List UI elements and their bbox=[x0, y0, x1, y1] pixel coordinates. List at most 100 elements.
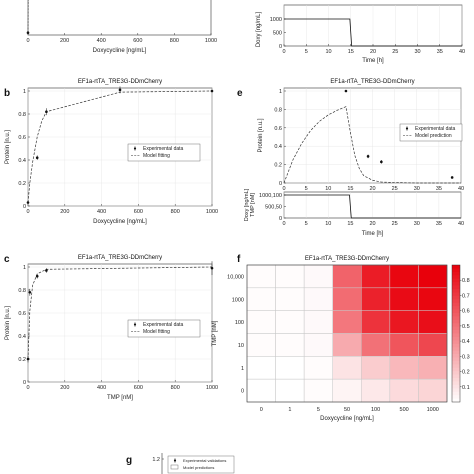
data-point bbox=[45, 269, 48, 272]
colorbar-segment bbox=[452, 319, 460, 324]
x-tick-label: 35 bbox=[437, 49, 443, 55]
legend-entry: Model fitting bbox=[143, 153, 170, 159]
x-tick-label: 0 bbox=[26, 38, 29, 44]
panel-label-b: b bbox=[4, 88, 10, 99]
x-tick-label: 35 bbox=[436, 221, 442, 227]
x-tick-label: 10 bbox=[325, 221, 331, 227]
x-tick-label: 20 bbox=[369, 221, 375, 227]
x-tick-label: 0 bbox=[260, 407, 263, 413]
colorbar-segment bbox=[452, 395, 460, 399]
x-tick-label: 25 bbox=[392, 186, 398, 192]
data-point bbox=[210, 266, 214, 270]
colorbar-segment bbox=[452, 378, 460, 382]
heatmap-cell bbox=[418, 356, 448, 380]
x-tick-label: 5 bbox=[305, 49, 308, 55]
heatmap-cell bbox=[246, 356, 276, 380]
heatmap-cell bbox=[303, 287, 333, 311]
x-tick-label: 1 bbox=[288, 407, 291, 413]
colorbar-segment bbox=[452, 333, 460, 338]
legend-box bbox=[167, 455, 235, 474]
colorbar-tick-label: 0.3 bbox=[462, 354, 470, 360]
x-tick-label: 0 bbox=[282, 186, 285, 192]
x-tick-label: 5 bbox=[317, 407, 320, 413]
y-axis-label: TMP [nM] bbox=[212, 320, 218, 346]
colorbar-tick-label: 0.4 bbox=[462, 339, 470, 345]
y-tick-label: 0 bbox=[279, 181, 282, 187]
heatmap-cell bbox=[389, 378, 419, 403]
colorbar-tick-label: 0.7 bbox=[462, 293, 470, 299]
x-tick-label: 40 bbox=[458, 186, 464, 192]
y-tick-label: 500,50 bbox=[265, 205, 282, 211]
heatmap-cell bbox=[389, 264, 419, 289]
colorbar-tick-label: 0.8 bbox=[462, 278, 470, 284]
x-tick-label: 10 bbox=[325, 186, 331, 192]
x-tick-label: 20 bbox=[369, 186, 375, 192]
x-tick-label: 0 bbox=[26, 209, 29, 215]
data-point bbox=[28, 291, 32, 294]
heatmap-cell bbox=[303, 356, 333, 380]
legend-entry: Experimental data bbox=[143, 322, 184, 328]
panel-label-c: c bbox=[4, 254, 10, 265]
colorbar-segment bbox=[452, 278, 460, 283]
x-tick-label: 15 bbox=[348, 49, 354, 55]
data-point bbox=[26, 31, 30, 34]
x-tick-label: 10 bbox=[325, 49, 331, 55]
heatmap-cell bbox=[332, 264, 362, 289]
legend-entry: Experimental validations bbox=[183, 458, 226, 463]
chart-title: EF1a-rtTA_TRE3G-DDmCherry bbox=[78, 255, 162, 261]
x-tick-label: 800 bbox=[171, 385, 180, 391]
y-tick-label: 0 bbox=[241, 389, 244, 395]
x-tick-label: 0 bbox=[282, 221, 285, 227]
heatmap-cell bbox=[275, 333, 305, 357]
legend-entry: Experimental data bbox=[143, 146, 184, 152]
y-tick-label: 10,000 bbox=[227, 274, 244, 280]
model-fit-line bbox=[27, 90, 213, 203]
heatmap-cell bbox=[418, 264, 448, 289]
chart-title: EF1a-rtTA_TRE3G-DDmCherry bbox=[78, 79, 162, 85]
model-curve bbox=[27, 0, 29, 33]
x-tick-label: 800 bbox=[171, 209, 180, 215]
colorbar-segment bbox=[452, 309, 460, 314]
heatmap-cell bbox=[418, 287, 448, 311]
y-tick-label: 0.8 bbox=[18, 288, 26, 294]
heatmap-cell bbox=[389, 310, 419, 334]
colorbar-segment bbox=[452, 354, 460, 358]
colorbar-tick-label: 0.5 bbox=[462, 324, 470, 330]
colorbar-segment bbox=[452, 271, 460, 276]
x-tick-label: 50 bbox=[344, 407, 350, 413]
colorbar-segment bbox=[452, 388, 460, 393]
x-tick-label: 400 bbox=[97, 38, 106, 44]
x-tick-label: 100 bbox=[371, 407, 380, 413]
y-axis-label: Doxy [ng/mL] bbox=[256, 12, 262, 48]
colorbar-segment bbox=[452, 398, 460, 403]
plot-frame bbox=[246, 264, 448, 403]
x-tick-label: 0 bbox=[26, 385, 29, 391]
x-tick-label: 1000 bbox=[206, 209, 218, 215]
heatmap-cell bbox=[275, 287, 305, 311]
y-tick-label: 100 bbox=[235, 320, 244, 326]
colorbar-segment bbox=[452, 316, 460, 321]
x-axis-label: Doxycycline [ng/mL] bbox=[93, 48, 147, 54]
data-point bbox=[45, 110, 48, 113]
x-tick-label: 0 bbox=[282, 49, 285, 55]
y-tick-label: 0.6 bbox=[18, 135, 26, 141]
y-tick-label: 0.2 bbox=[274, 163, 282, 169]
y-tick-label: 0.6 bbox=[274, 126, 282, 132]
colorbar-frame bbox=[451, 264, 461, 403]
colorbar-segment bbox=[452, 299, 460, 304]
x-tick-label: 800 bbox=[170, 38, 179, 44]
colorbar-segment bbox=[452, 367, 460, 372]
x-tick-label: 25 bbox=[392, 221, 398, 227]
x-tick-label: 1000 bbox=[205, 38, 217, 44]
heatmap-cell bbox=[361, 378, 391, 403]
x-tick-label: 500 bbox=[400, 407, 409, 413]
data-point bbox=[380, 160, 383, 164]
x-tick-label: 600 bbox=[134, 385, 143, 391]
x-tick-label: 400 bbox=[97, 385, 106, 391]
colorbar-segment bbox=[452, 343, 460, 348]
legend-entry: Model predictions bbox=[183, 465, 214, 470]
x-tick-label: 15 bbox=[347, 186, 353, 192]
